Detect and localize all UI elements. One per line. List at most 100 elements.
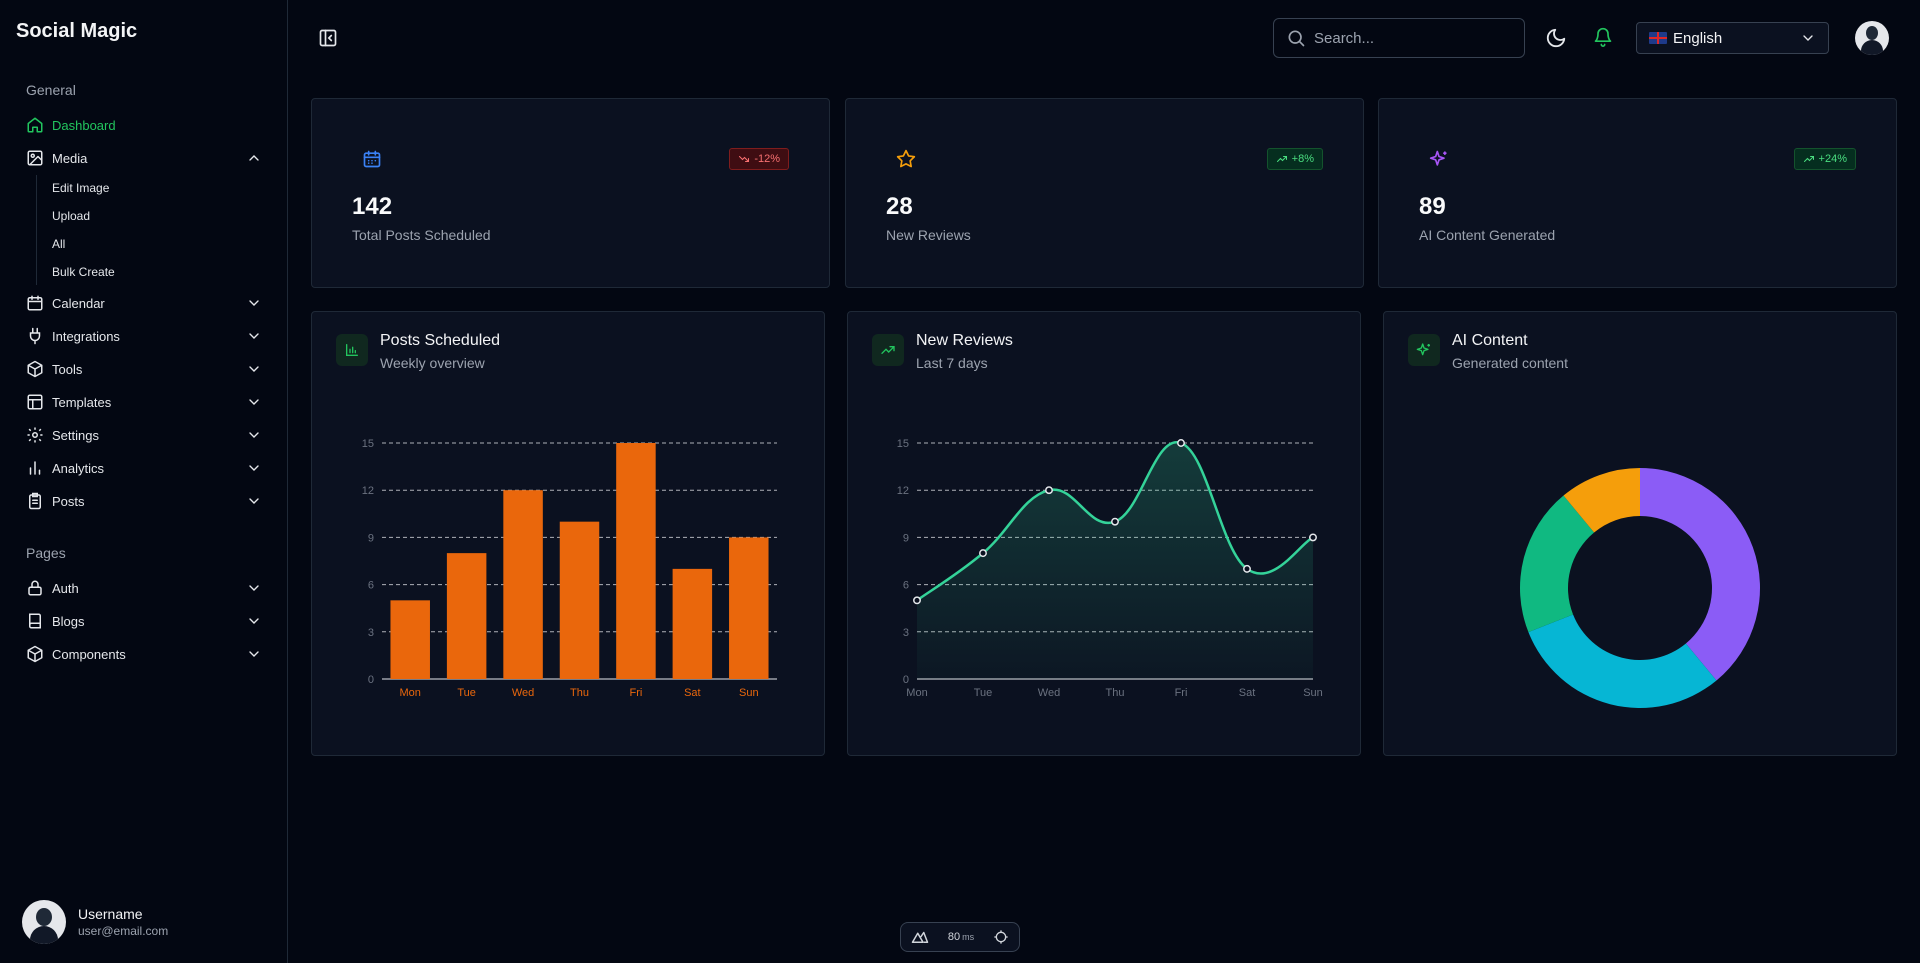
point-wed — [1045, 486, 1053, 495]
bar-tue — [446, 553, 487, 679]
moon-icon — [1546, 28, 1566, 48]
star-icon — [896, 149, 916, 169]
sidebar-item-templates[interactable]: Templates — [26, 390, 262, 414]
sidebar-item-label: Tools — [52, 361, 83, 377]
x-tick-label: Fri — [1175, 687, 1188, 699]
y-tick-label: 15 — [897, 438, 909, 450]
sidebar-item-auth[interactable]: Auth — [26, 576, 262, 600]
sidebar-item-media[interactable]: Media — [26, 146, 262, 170]
render-time: 80 ms — [947, 931, 975, 943]
sidebar-item-blogs[interactable]: Blogs — [26, 609, 262, 633]
status-badge: +24% — [1793, 148, 1856, 170]
chart-subtitle: Generated content — [1452, 355, 1568, 371]
chevron-down-icon — [1800, 30, 1816, 46]
notifications-button[interactable] — [1593, 27, 1615, 49]
sidebar-item-analytics[interactable]: Analytics — [26, 456, 262, 480]
sidebar-subitem-edit-image[interactable]: Edit Image — [52, 181, 110, 195]
sidebar-toggle-button[interactable] — [318, 28, 338, 48]
search-input[interactable] — [1314, 29, 1504, 47]
avatar — [22, 900, 66, 944]
sidebar-item-tools[interactable]: Tools — [26, 357, 262, 381]
chevron-down-icon — [246, 328, 262, 344]
y-tick-label: 6 — [368, 580, 374, 592]
bar-chart-icon — [336, 334, 368, 366]
bar-sun — [729, 537, 769, 679]
nuxt-logo-icon — [911, 931, 928, 943]
chevron-down-icon — [246, 295, 262, 311]
sidebar-item-label: Posts — [52, 493, 85, 509]
lock-icon — [26, 579, 44, 597]
x-tick-label: Mon — [400, 687, 421, 699]
section-general-title: General — [26, 82, 76, 98]
status-badge: +8% — [1266, 148, 1323, 170]
sidebar-item-label: Dashboard — [52, 117, 116, 133]
point-sat — [1243, 564, 1251, 573]
language-select[interactable]: English — [1636, 22, 1829, 54]
sidebar-item-settings[interactable]: Settings — [26, 423, 262, 447]
point-mon — [913, 596, 921, 605]
x-tick-label: Sun — [739, 687, 759, 699]
home-icon — [26, 116, 44, 134]
box-icon — [26, 360, 44, 378]
sidebar-item-label: Calendar — [52, 295, 105, 311]
y-tick-label: 9 — [903, 532, 909, 544]
user-email: user@email.com — [78, 924, 169, 938]
x-tick-label: Fri — [630, 687, 643, 699]
sidebar-item-label: Blogs — [52, 613, 85, 629]
sidebar-subitem-all[interactable]: All — [52, 237, 66, 251]
user-profile[interactable]: Username user@email.com — [22, 900, 168, 944]
chevron-down-icon — [246, 613, 262, 629]
chart-title: AI Content — [1452, 332, 1528, 349]
x-tick-label: Sat — [1239, 687, 1256, 699]
chart-subtitle: Last 7 days — [916, 355, 988, 371]
y-tick-label: 0 — [368, 674, 374, 686]
line-chart: 0 3 6 9 12 15 Mon Tue Wed Thu Fri Sat Sun — [897, 438, 1323, 699]
theme-toggle-button[interactable] — [1545, 27, 1567, 49]
stat-card-posts: -12% 142 Total Posts Scheduled — [311, 98, 830, 288]
sidebar-subitem-upload[interactable]: Upload — [52, 209, 91, 223]
sidebar-item-integrations[interactable]: Integrations — [26, 324, 262, 348]
sidebar-item-calendar[interactable]: Calendar — [26, 291, 262, 315]
sidebar-item-label: Settings — [52, 427, 99, 443]
x-tick-label: Mon — [906, 687, 927, 699]
bar-chart: 0 3 6 9 12 15 Mon Tue Wed Thu Fri Sat Sun — [362, 438, 777, 699]
sidebar-item-label: Components — [52, 646, 126, 662]
search-box[interactable] — [1273, 18, 1525, 58]
sparkles-icon — [1429, 149, 1449, 169]
dev-toolbar[interactable]: 80 ms — [900, 922, 1020, 952]
stat-value: 28 — [886, 193, 913, 220]
chevron-down-icon — [246, 427, 262, 443]
plug-icon — [26, 327, 44, 345]
chevron-down-icon — [246, 646, 262, 662]
sidebar-item-label: Media — [52, 150, 88, 166]
sidebar-item-posts[interactable]: Posts — [26, 489, 262, 513]
panel-left-icon — [319, 29, 337, 47]
slice-1 — [1528, 614, 1717, 708]
trending-up-icon — [872, 334, 904, 366]
stat-label: AI Content Generated — [1419, 227, 1556, 243]
sidebar: Social Magic General Dashboard Media Edi… — [0, 0, 288, 963]
calendar-icon — [362, 149, 382, 169]
sidebar-item-dashboard[interactable]: Dashboard — [26, 113, 262, 137]
trending-up-icon — [1276, 156, 1287, 162]
x-tick-label: Tue — [457, 687, 476, 699]
clipboard-icon — [26, 492, 44, 510]
calendar-icon — [26, 294, 44, 312]
chevron-down-icon — [246, 580, 262, 596]
sidebar-item-components[interactable]: Components — [26, 642, 262, 666]
stat-card-ai: +24% 89 AI Content Generated — [1378, 98, 1897, 288]
sidebar-subitem-bulk-create[interactable]: Bulk Create — [52, 265, 115, 279]
brand-title: Social Magic — [16, 20, 138, 42]
header-avatar[interactable] — [1855, 21, 1889, 55]
book-icon — [26, 612, 44, 630]
x-tick-label: Thu — [1106, 687, 1125, 699]
slice-3 — [1563, 468, 1640, 533]
section-pages-title: Pages — [26, 545, 66, 561]
donut-chart — [1520, 468, 1760, 708]
point-sun — [1309, 533, 1317, 542]
sparkles-icon — [1408, 334, 1440, 366]
sidebar-item-label: Analytics — [52, 460, 105, 476]
bar-thu — [559, 521, 600, 679]
y-tick-label: 3 — [368, 627, 374, 639]
chevron-down-icon — [246, 361, 262, 377]
